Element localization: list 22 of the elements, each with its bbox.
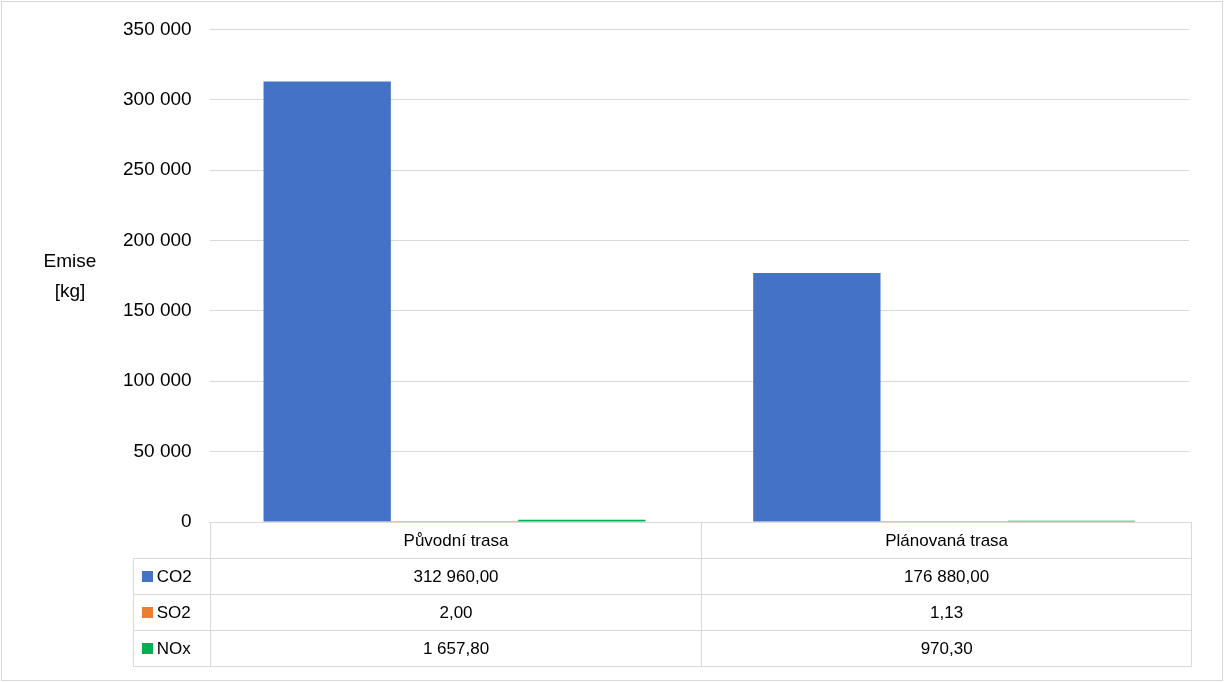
data-label: 176 880,00 (701, 558, 1192, 595)
data-label: 2,00 (210, 594, 702, 631)
data-label: 970,30 (701, 630, 1192, 667)
y-tick-label: 50 000 (133, 439, 192, 461)
data-label: 312 960,00 (210, 558, 702, 595)
bar (263, 81, 391, 522)
legend-label: NOx (133, 630, 211, 667)
y-tick-label: 100 000 (122, 369, 192, 391)
x-tick-label: Plánovaná trasa (701, 522, 1192, 559)
x-tick-label: Původní trasa (210, 522, 702, 559)
y-tick-label: 350 000 (122, 17, 192, 39)
bar (753, 273, 881, 522)
data-label: 1 657,80 (210, 630, 702, 667)
y-tick-label: 200 000 (122, 228, 192, 250)
y-tick-label: 0 (181, 510, 192, 532)
y-tick-label: 250 000 (122, 158, 192, 180)
y-axis-title: Emise [kg] (42, 248, 98, 303)
y-tick-label: 150 000 (122, 299, 192, 321)
legend-label: CO2 (133, 558, 211, 595)
y-tick-label: 300 000 (122, 88, 192, 110)
legend-label: SO2 (133, 594, 211, 631)
data-label: 1,13 (701, 594, 1192, 631)
